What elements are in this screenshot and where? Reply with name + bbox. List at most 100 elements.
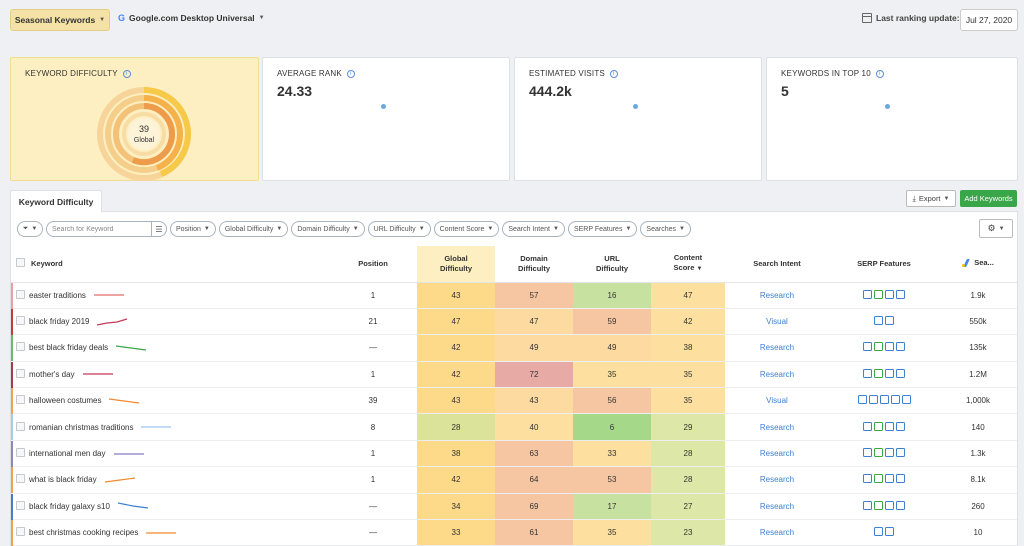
serp-feature-icon[interactable] bbox=[857, 395, 867, 405]
keyword-text[interactable]: black friday 2019 bbox=[29, 317, 90, 327]
serp-feature-icon[interactable] bbox=[896, 500, 905, 510]
row-checkbox[interactable] bbox=[15, 448, 25, 458]
serp-feature-icon[interactable] bbox=[896, 474, 905, 484]
serp-feature-icon[interactable] bbox=[879, 395, 889, 405]
tab-keyword-difficulty[interactable]: Keyword Difficulty bbox=[10, 190, 102, 212]
serp-feature-icon[interactable] bbox=[885, 421, 894, 431]
table-row[interactable]: black friday galaxy s10 —34 69 17 27 Research… bbox=[11, 493, 1017, 521]
row-checkbox[interactable] bbox=[15, 421, 25, 431]
col-position[interactable]: Position bbox=[329, 246, 417, 283]
col-searches[interactable]: Sea... bbox=[939, 246, 1017, 283]
filter-position[interactable]: Position ▼ bbox=[170, 221, 216, 237]
serp-feature-icon[interactable] bbox=[885, 368, 894, 378]
serp-feature-icon[interactable] bbox=[896, 448, 905, 458]
search-intent-link[interactable]: Research bbox=[759, 449, 795, 459]
search-input[interactable] bbox=[46, 221, 166, 237]
search-intent-link[interactable]: Research bbox=[759, 343, 795, 353]
serp-feature-icon[interactable] bbox=[874, 448, 883, 458]
keyword-text[interactable]: international men day bbox=[29, 449, 106, 459]
serp-feature-icon[interactable] bbox=[863, 474, 872, 484]
serp-feature-icon[interactable] bbox=[885, 289, 894, 299]
serp-feature-icon[interactable] bbox=[885, 527, 894, 537]
serp-feature-icon[interactable] bbox=[885, 448, 894, 458]
keyword-text[interactable]: what is black friday bbox=[29, 475, 97, 485]
serp-feature-icon[interactable] bbox=[890, 395, 900, 405]
col-keyword[interactable]: Keyword bbox=[29, 246, 329, 283]
select-all-checkbox[interactable] bbox=[15, 257, 25, 267]
serp-feature-icon[interactable] bbox=[863, 368, 872, 378]
serp-feature-icon[interactable] bbox=[874, 289, 883, 299]
table-row[interactable]: romanian christmas traditions 8 28 40 6 29 Res… bbox=[11, 413, 1017, 441]
keyword-text[interactable]: halloween costumes bbox=[29, 396, 102, 406]
search-intent-link[interactable]: Research bbox=[759, 290, 795, 300]
keyword-text[interactable]: easter traditions bbox=[29, 290, 86, 300]
search-intent-link[interactable]: Visual bbox=[766, 396, 788, 406]
table-row[interactable]: best black friday deals —42 49 49 38 Research… bbox=[11, 334, 1017, 362]
info-icon[interactable]: i bbox=[875, 69, 884, 78]
seasonal-keywords-dropdown[interactable]: Seasonal Keywords ▼ bbox=[10, 9, 110, 31]
filter-domain-difficulty[interactable]: Domain Difficulty ▼ bbox=[291, 221, 365, 237]
serp-feature-icon[interactable] bbox=[874, 342, 883, 352]
keyword-text[interactable]: best christmas cooking recipes bbox=[29, 528, 139, 538]
serp-feature-icon[interactable] bbox=[896, 421, 905, 431]
row-checkbox[interactable] bbox=[15, 395, 25, 405]
serp-feature-icon[interactable] bbox=[885, 474, 894, 484]
serp-feature-icon[interactable] bbox=[885, 500, 894, 510]
search-intent-link[interactable]: Research bbox=[759, 369, 795, 379]
serp-feature-icon[interactable] bbox=[874, 316, 883, 326]
keyword-text[interactable]: mother's day bbox=[29, 369, 75, 379]
serp-feature-icon[interactable] bbox=[874, 421, 883, 431]
info-icon[interactable]: i bbox=[609, 69, 618, 78]
serp-feature-icon[interactable] bbox=[901, 395, 911, 405]
filter-global-difficulty[interactable]: Global Difficulty ▼ bbox=[218, 221, 289, 237]
filter-url-difficulty[interactable]: URL Difficulty ▼ bbox=[367, 221, 431, 237]
serp-feature-icon[interactable] bbox=[863, 500, 872, 510]
search-intent-link[interactable]: Research bbox=[759, 422, 795, 432]
col-url-difficulty[interactable]: URL Difficulty bbox=[573, 246, 651, 283]
export-button[interactable]: ⤓ Export ▼ bbox=[906, 190, 956, 207]
col-serp-features[interactable]: SERP Features bbox=[829, 246, 939, 283]
col-global-difficulty[interactable]: Global Difficulty bbox=[417, 246, 495, 283]
row-checkbox[interactable] bbox=[15, 527, 25, 537]
col-domain-difficulty[interactable]: Domain Difficulty bbox=[495, 246, 573, 283]
search-intent-link[interactable]: Research bbox=[759, 528, 795, 538]
filter-funnel-button[interactable]: ⏷ ▼ bbox=[17, 221, 43, 237]
row-checkbox[interactable] bbox=[15, 342, 25, 352]
serp-feature-icon[interactable] bbox=[863, 448, 872, 458]
info-icon[interactable]: i bbox=[122, 69, 131, 78]
table-row[interactable]: best christmas cooking recipes —33 61 35 23 R… bbox=[11, 519, 1017, 546]
serp-feature-icon[interactable] bbox=[874, 474, 883, 484]
serp-feature-icon[interactable] bbox=[896, 289, 905, 299]
add-keywords-button[interactable]: Add Keywords bbox=[960, 190, 1017, 207]
search-intent-link[interactable]: Visual bbox=[766, 317, 788, 327]
serp-feature-icon[interactable] bbox=[874, 527, 883, 537]
search-intent-link[interactable]: Research bbox=[759, 501, 795, 511]
table-row[interactable]: international men day 1 38 63 33 28 Research 1.… bbox=[11, 440, 1017, 468]
filter-serp-features[interactable]: SERP Features ▼ bbox=[567, 221, 638, 237]
keyword-text[interactable]: romanian christmas traditions bbox=[29, 422, 134, 432]
serp-feature-icon[interactable] bbox=[885, 342, 894, 352]
date-picker[interactable]: Jul 27, 2020 bbox=[960, 9, 1018, 31]
col-search-intent[interactable]: Search Intent bbox=[725, 246, 829, 283]
row-checkbox[interactable] bbox=[15, 474, 25, 484]
serp-feature-icon[interactable] bbox=[874, 500, 883, 510]
row-checkbox[interactable] bbox=[15, 368, 25, 378]
row-checkbox[interactable] bbox=[15, 500, 25, 510]
serp-feature-icon[interactable] bbox=[863, 289, 872, 299]
serp-feature-icon[interactable] bbox=[885, 316, 894, 326]
row-checkbox[interactable] bbox=[15, 316, 25, 326]
keyword-list-button[interactable]: ☰ bbox=[151, 221, 167, 237]
table-row[interactable]: what is black friday 1 42 64 53 28 Research 8.1… bbox=[11, 466, 1017, 494]
table-settings-button[interactable]: ⚙ ▼ bbox=[979, 219, 1013, 238]
serp-feature-icon[interactable] bbox=[874, 368, 883, 378]
serp-feature-icon[interactable] bbox=[896, 368, 905, 378]
filter-search-intent[interactable]: Search Intent ▼ bbox=[502, 221, 565, 237]
table-row[interactable]: black friday 2019 21 47 47 59 42 Visual 550k bbox=[11, 308, 1017, 336]
keyword-text[interactable]: best black friday deals bbox=[29, 343, 109, 353]
table-row[interactable]: halloween costumes 39 43 43 56 35 Visual 1,000k bbox=[11, 387, 1017, 415]
serp-feature-icon[interactable] bbox=[868, 395, 878, 405]
search-intent-link[interactable]: Research bbox=[759, 475, 795, 485]
keyword-text[interactable]: black friday galaxy s10 bbox=[29, 501, 110, 511]
search-engine-dropdown[interactable]: G Google.com Desktop Universal ▼ bbox=[118, 13, 265, 23]
serp-feature-icon[interactable] bbox=[863, 342, 872, 352]
